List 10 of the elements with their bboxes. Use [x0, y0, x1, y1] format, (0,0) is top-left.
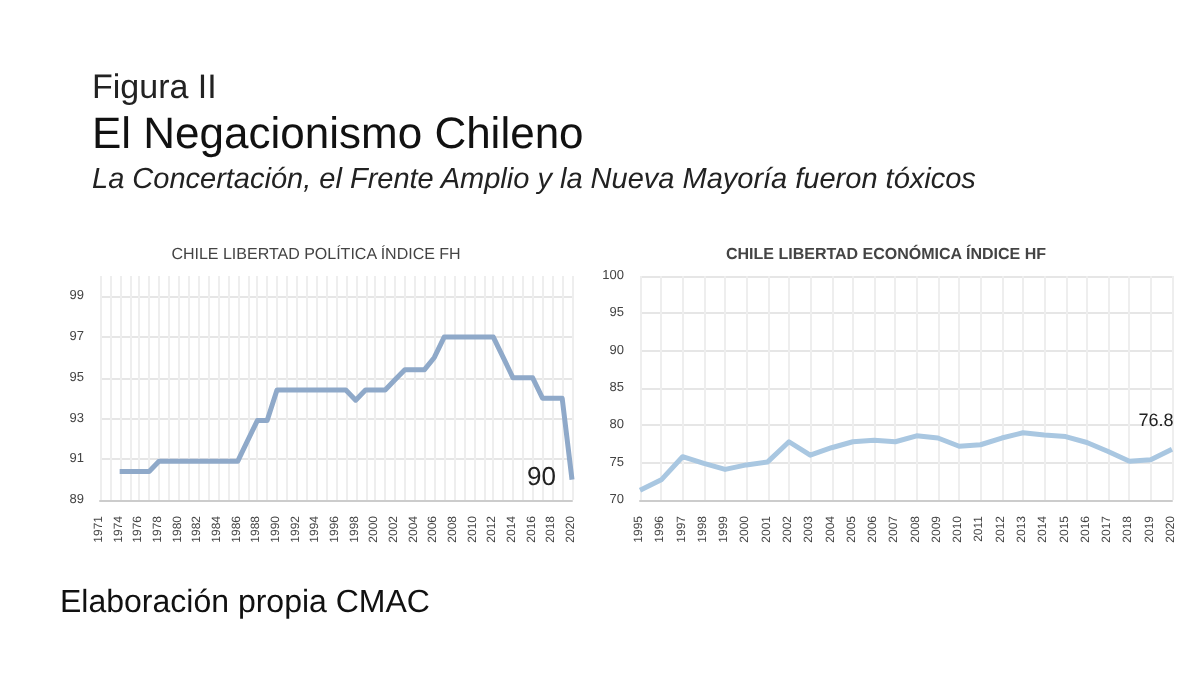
- line-series: [637, 430, 1175, 493]
- text: La Concertación, el Frente Amplio y la Nueva Mayoría fueron tóxicos: [92, 164, 976, 196]
- chart-title: CHILE LIBERTAD ECONÓMICA ÍNDICE HF: [726, 243, 1047, 263]
- text: El Negacionismo Chileno: [92, 108, 584, 160]
- text: Figura II: [92, 68, 217, 108]
- line-series: [117, 334, 575, 483]
- annotation: 76.8: [1138, 410, 1174, 431]
- chart-title: CHILE LIBERTAD POLÍTICA ÍNDICE FH: [171, 245, 462, 263]
- annotation: 90: [527, 460, 556, 491]
- text: Elaboración propia CMAC: [60, 586, 430, 622]
